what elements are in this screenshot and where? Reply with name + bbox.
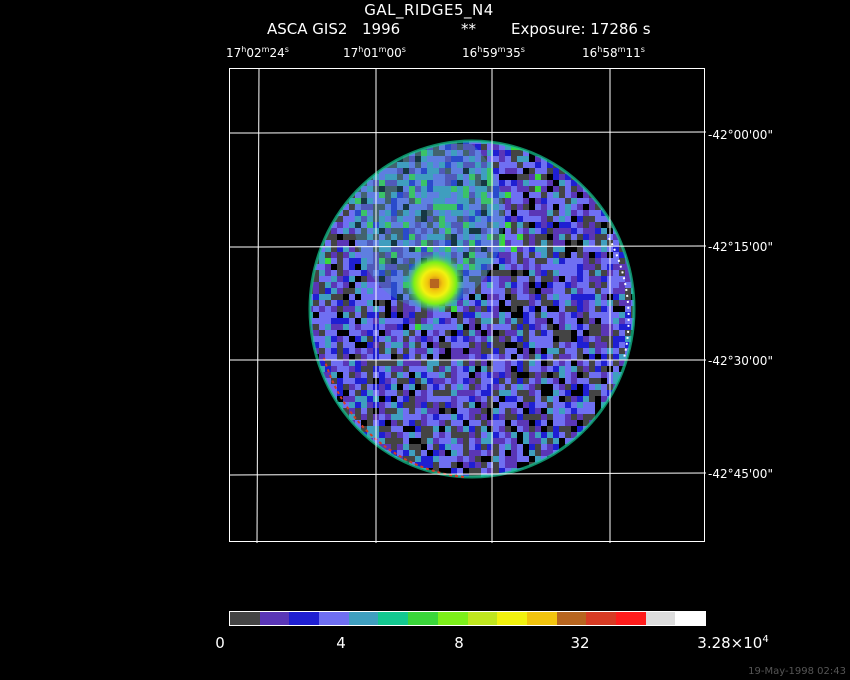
colorbar-swatch [378, 612, 409, 625]
colorbar-swatch [467, 612, 498, 625]
colorbar-label-8: 8 [454, 634, 464, 652]
exposure-label: Exposure: 17286 s [511, 20, 651, 38]
datestamp: 19-May-1998 02:43 [748, 666, 846, 677]
colorbar-label-32: 32 [570, 634, 590, 652]
instrument-label: ASCA GIS2 [267, 20, 348, 38]
colorbar-swatch [348, 612, 379, 625]
colorbar [229, 611, 706, 626]
colorbar-label-4: 4 [336, 634, 346, 652]
ra-label-2: 17h01m00s [343, 45, 406, 60]
colorbar-swatch [437, 612, 468, 625]
dec-label-1: -42°00'00" [708, 128, 773, 142]
colorbar-swatch [497, 612, 527, 625]
dec-label-2: -42°15'00" [708, 240, 773, 254]
colorbar-swatch [408, 612, 438, 625]
colorbar-swatch [675, 612, 705, 625]
ra-label-1: 17h02m24s [226, 45, 289, 60]
ra-label-3: 16h59m35s [462, 45, 525, 60]
colorbar-label-0: 0 [215, 634, 225, 652]
colorbar-swatch [319, 612, 349, 625]
image-frame [229, 68, 705, 542]
colorbar-label-max: 3.28×104 [697, 634, 769, 652]
dec-label-4: -42°45'00" [708, 467, 773, 481]
colorbar-swatch [615, 612, 646, 625]
colorbar-swatch [586, 612, 616, 625]
image-title: GAL_RIDGE5_N4 [364, 1, 494, 19]
colorbar-swatch [230, 612, 260, 625]
colorbar-swatch [645, 612, 676, 625]
xray-image [229, 68, 706, 543]
colorbar-swatch [259, 612, 290, 625]
dec-label-3: -42°30'00" [708, 354, 773, 368]
colorbar-swatch [289, 612, 320, 625]
flag-label: ** [461, 20, 476, 38]
coordinate-grid [229, 68, 706, 543]
ra-label-4: 16h58m11s [582, 45, 645, 60]
colorbar-swatch [556, 612, 587, 625]
year-label: 1996 [362, 20, 401, 38]
colorbar-swatch [526, 612, 557, 625]
